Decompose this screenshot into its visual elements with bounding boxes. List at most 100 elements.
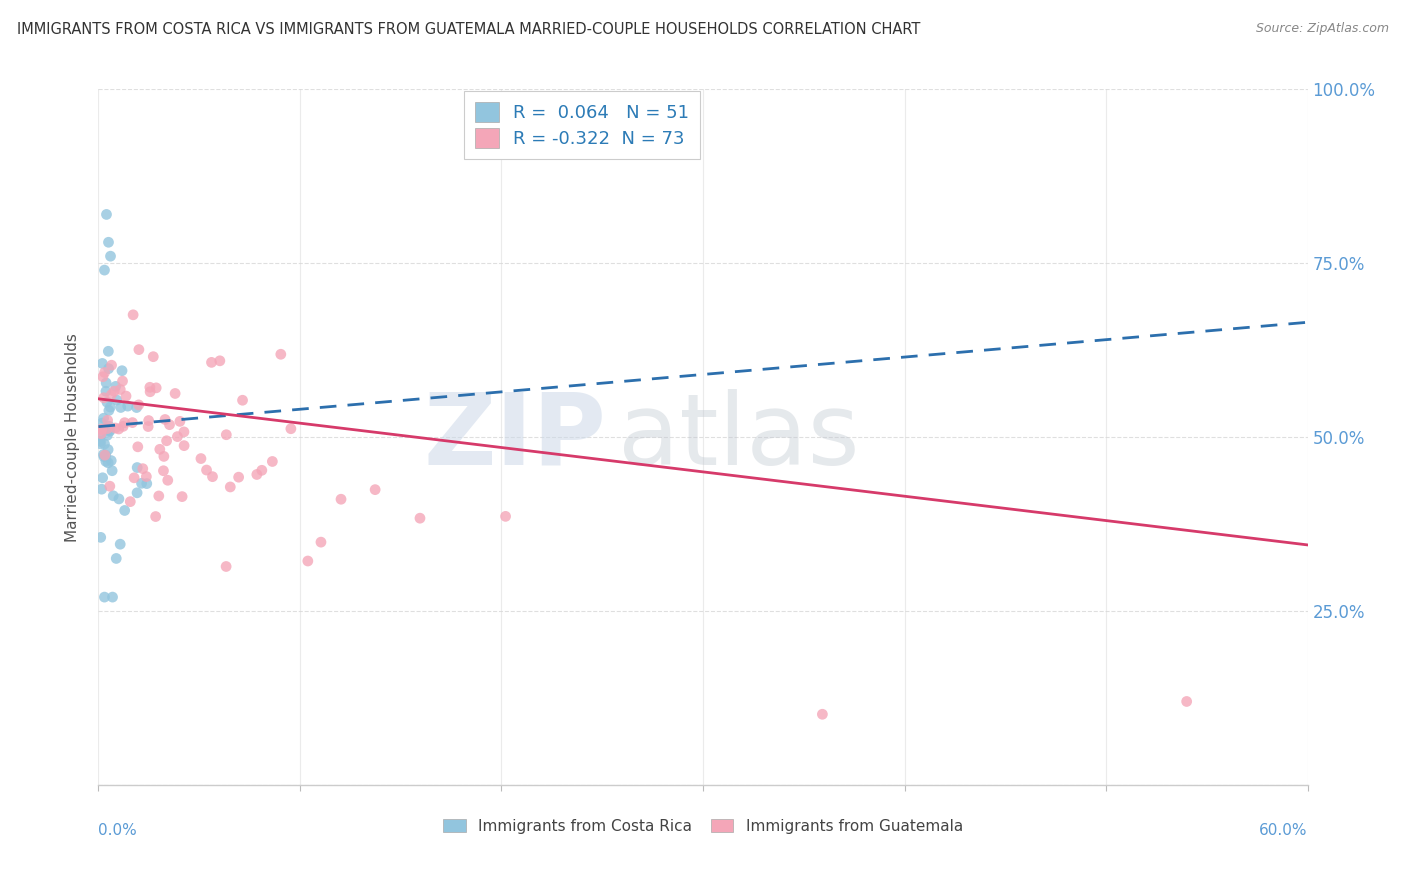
Point (250, 463, 273, 477)
Point (94, 448, 117, 462)
Point (94, 384, 117, 399)
Point (127, 485, 149, 500)
Point (90, 530, 112, 544)
Point (159, 417, 181, 432)
Point (98, 419, 121, 434)
Text: atlas: atlas (619, 389, 860, 485)
Point (104, 421, 127, 435)
Point (208, 353, 231, 368)
Point (132, 461, 155, 475)
Point (127, 460, 149, 475)
Point (166, 429, 188, 443)
Point (100, 358, 122, 372)
Point (110, 401, 132, 415)
Point (93, 437, 115, 451)
Point (145, 509, 167, 524)
Point (138, 413, 160, 427)
Point (96, 428, 118, 442)
Point (201, 469, 224, 483)
Point (96, 421, 118, 435)
Point (89, 434, 111, 449)
Point (89, 429, 111, 443)
Point (262, 454, 284, 468)
Point (100, 249, 122, 263)
Point (110, 383, 132, 397)
Point (364, 483, 387, 497)
Point (97, 403, 120, 417)
Point (89, 437, 111, 451)
Point (98, 425, 121, 439)
Point (101, 590, 124, 604)
Point (94, 376, 117, 390)
Point (330, 492, 353, 507)
Point (97, 442, 120, 457)
Text: IMMIGRANTS FROM COSTA RICA VS IMMIGRANTS FROM GUATEMALA MARRIED-COUPLE HOUSEHOLD: IMMIGRANTS FROM COSTA RICA VS IMMIGRANTS… (17, 22, 921, 37)
Point (190, 451, 212, 466)
Point (93, 391, 115, 405)
Point (173, 439, 195, 453)
Point (125, 401, 148, 415)
Point (128, 343, 150, 357)
Point (100, 453, 122, 467)
Point (93, 447, 115, 461)
Point (93, 411, 115, 425)
Point (246, 467, 269, 482)
Point (91, 416, 114, 430)
Point (270, 347, 292, 361)
Point (115, 389, 138, 403)
Point (215, 427, 238, 442)
Point (97, 235, 120, 250)
Point (94, 422, 117, 436)
Point (108, 491, 131, 506)
Point (112, 419, 135, 434)
Point (122, 471, 145, 485)
Point (97, 456, 120, 470)
Point (91, 369, 114, 384)
Point (90, 426, 112, 441)
Point (108, 537, 131, 551)
Point (97, 361, 120, 376)
Point (149, 442, 172, 457)
Point (165, 386, 187, 401)
Point (96, 207, 118, 221)
Point (127, 440, 149, 454)
Point (145, 381, 167, 395)
Point (280, 422, 302, 436)
Point (96, 395, 118, 409)
Point (114, 503, 136, 517)
Point (117, 399, 139, 413)
Point (105, 392, 128, 407)
Point (90, 422, 112, 436)
Point (128, 398, 150, 412)
Point (98, 400, 121, 414)
Point (173, 425, 195, 439)
Point (135, 469, 157, 483)
Point (90, 482, 112, 496)
Point (122, 308, 145, 322)
Point (93, 366, 115, 380)
Point (811, 707, 834, 722)
Point (94, 449, 117, 463)
Point (148, 489, 170, 503)
Point (136, 419, 159, 434)
Text: ZIP: ZIP (423, 389, 606, 485)
Point (97, 413, 120, 427)
Point (139, 384, 162, 399)
Point (94, 454, 117, 468)
Point (231, 393, 253, 408)
Point (121, 416, 143, 430)
Point (91, 471, 114, 485)
Point (93, 450, 115, 464)
Point (297, 554, 319, 568)
Point (97, 344, 120, 359)
Point (409, 511, 432, 525)
Point (200, 355, 222, 369)
Point (135, 476, 157, 491)
Point (98, 423, 121, 437)
Point (155, 434, 177, 448)
Point (103, 489, 125, 503)
Point (172, 490, 194, 504)
Point (114, 416, 136, 430)
Point (309, 535, 332, 549)
Point (139, 380, 162, 394)
